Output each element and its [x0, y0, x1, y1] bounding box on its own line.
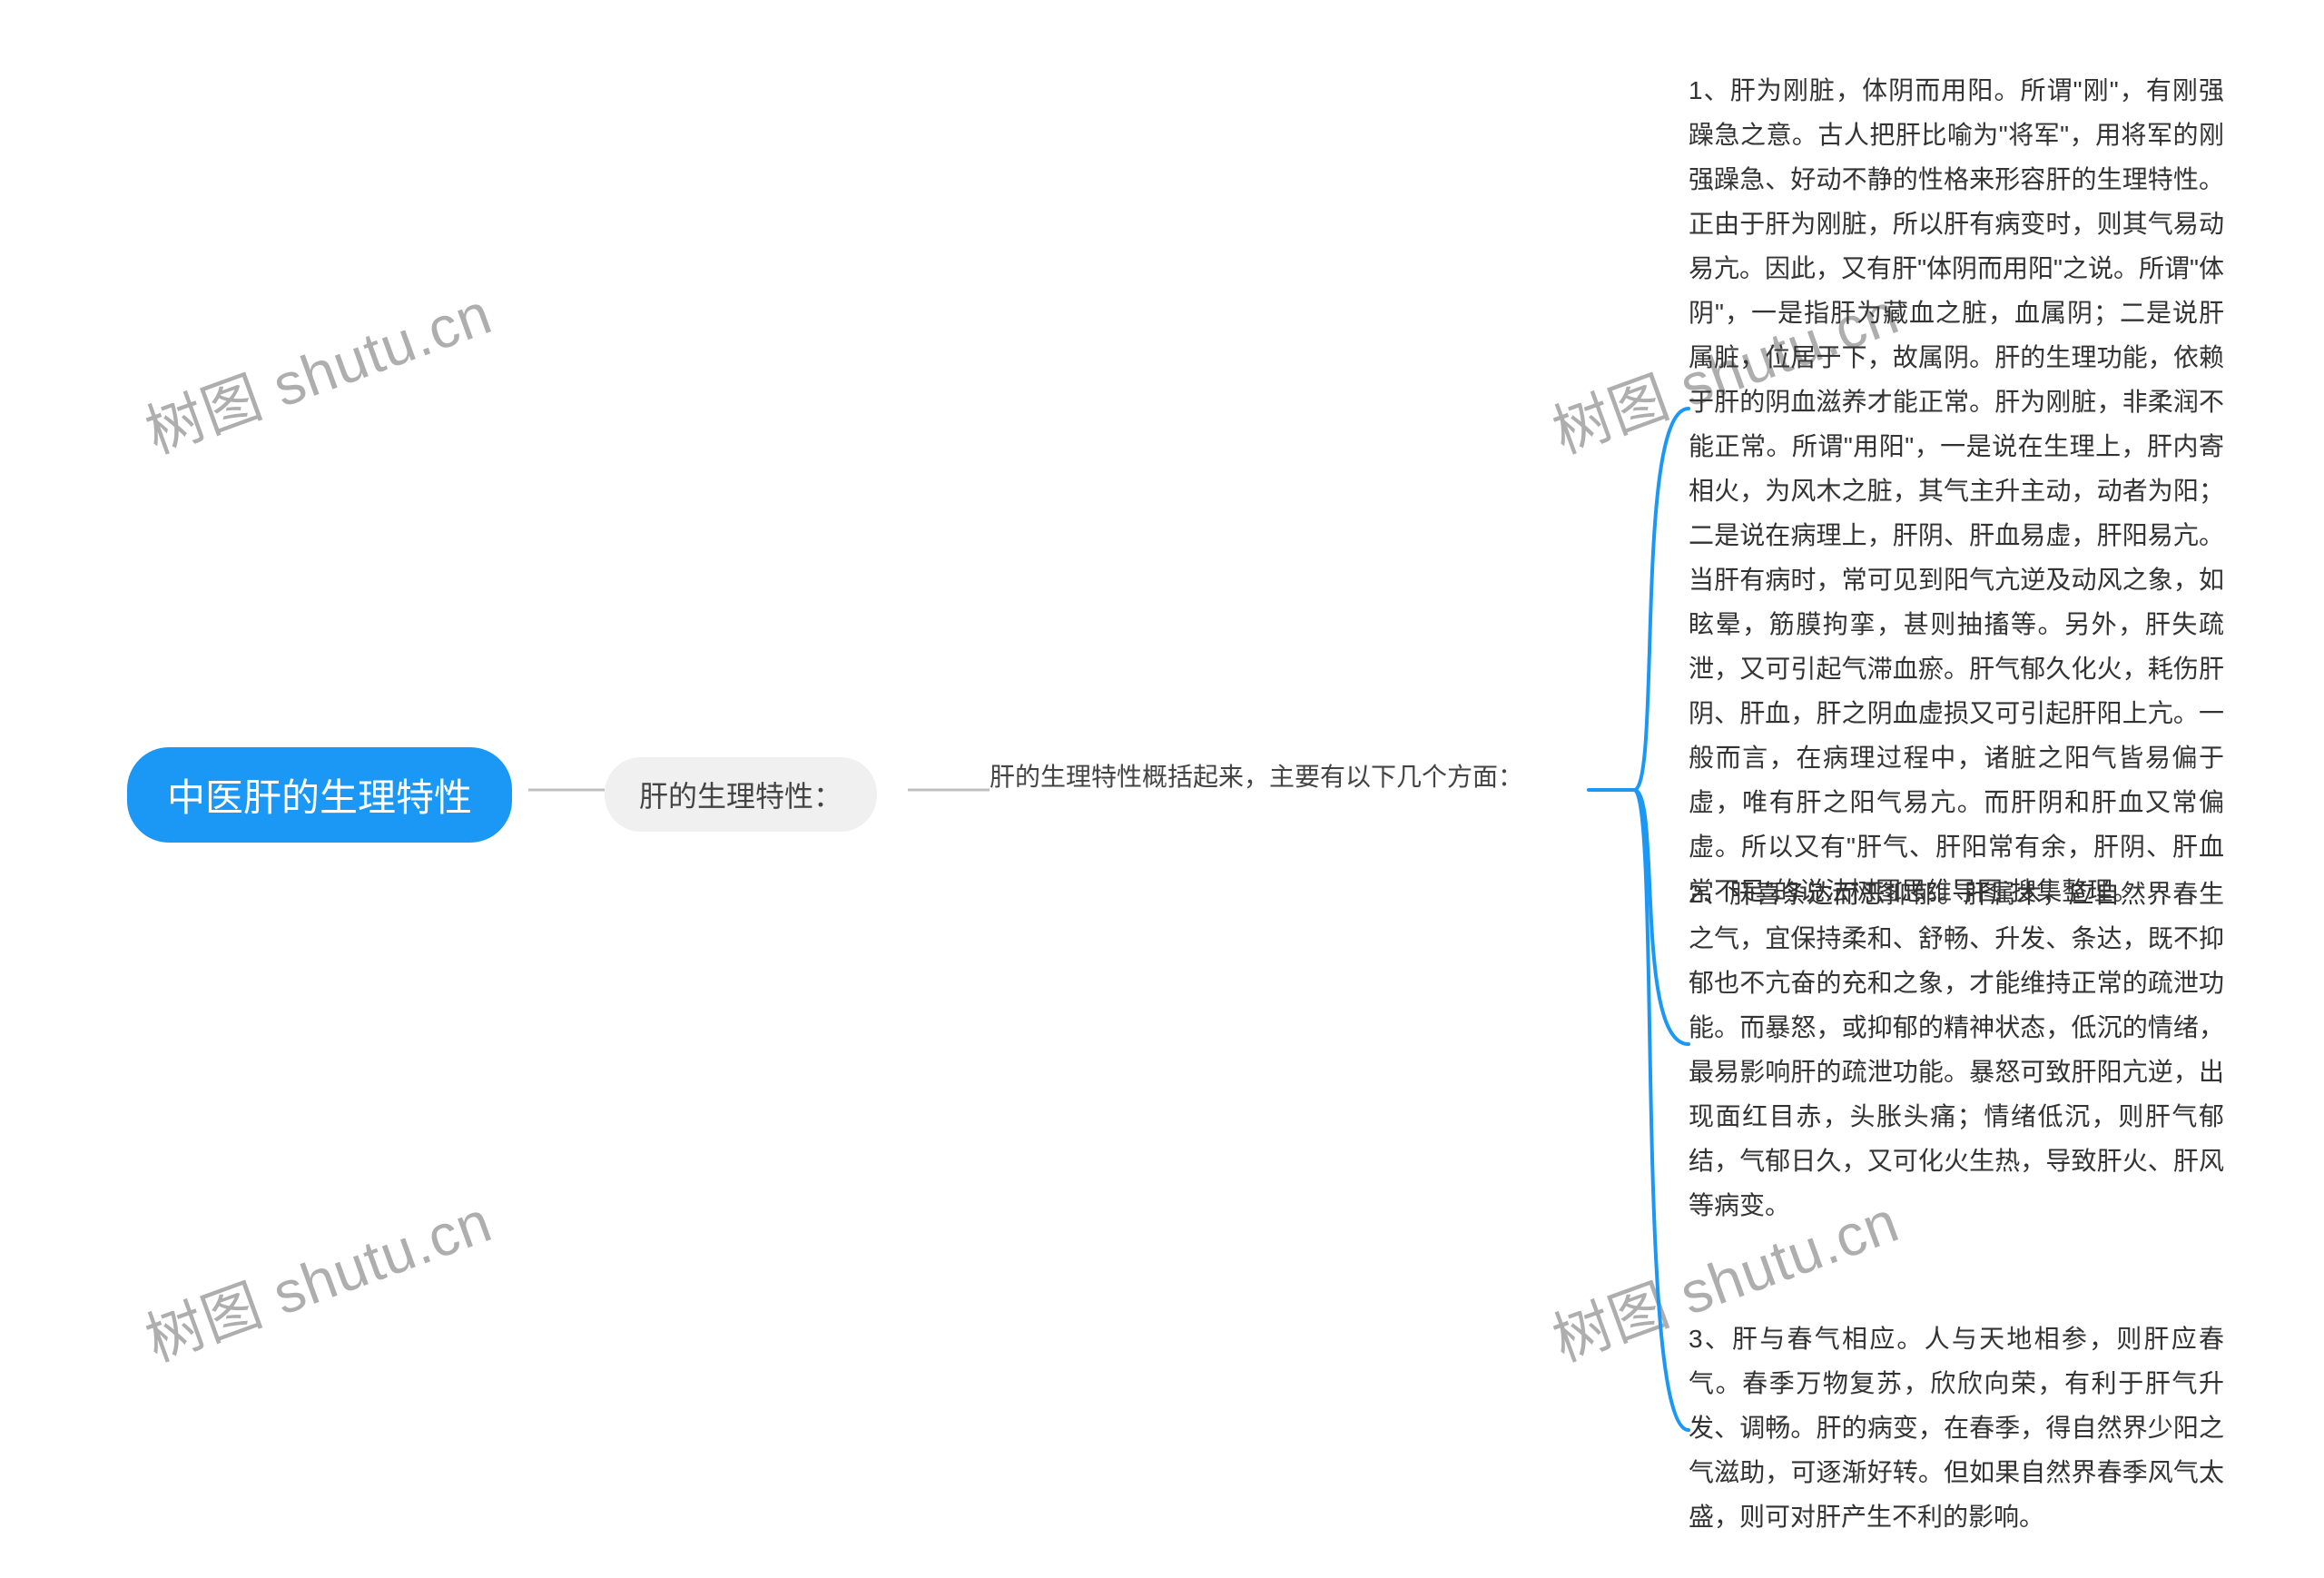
leaf-node-1[interactable]: 1、肝为刚脏，体阴而用阳。所谓"刚"，有刚强躁急之意。古人把肝比喻为"将军"，用…	[1689, 68, 2224, 913]
leaf-node-2[interactable]: 2、肝喜条达而恶抑郁。肝属木，应自然界春生之气，宜保持柔和、舒畅、升发、条达，既…	[1689, 872, 2224, 1228]
level2-node[interactable]: 肝的生理特性：	[605, 757, 877, 832]
level3-node[interactable]: 肝的生理特性概括起来，主要有以下几个方面：	[990, 755, 1523, 799]
leaf-node-3[interactable]: 3、肝与春气相应。人与天地相参，则肝应春气。春季万物复苏，欣欣向荣，有利于肝气升…	[1689, 1317, 2224, 1539]
watermark: 树图 shutu.cn	[133, 268, 501, 470]
root-node[interactable]: 中医肝的生理特性	[127, 747, 512, 843]
watermark: 树图 shutu.cn	[133, 1176, 501, 1378]
mindmap-canvas: 树图 shutu.cn 树图 shutu.cn 树图 shutu.cn 树图 s…	[0, 0, 2324, 1578]
